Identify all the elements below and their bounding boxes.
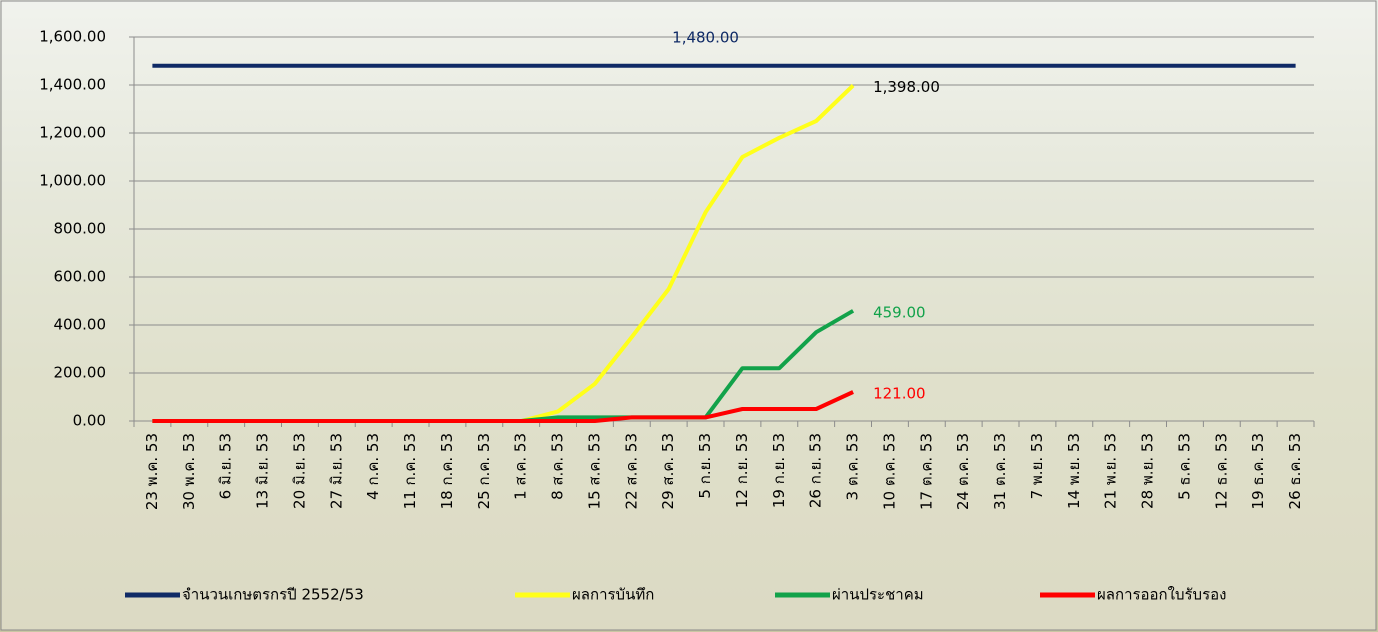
- x-tick-label: 15 ส.ค. 53: [585, 433, 603, 509]
- x-tick-label: 25 ก.ค. 53: [475, 433, 493, 509]
- x-tick-label: 6 มิ.ย. 53: [217, 433, 235, 499]
- x-tick-label: 10 ต.ค. 53: [880, 433, 898, 510]
- legend-label: ผ่านประชาคม: [832, 586, 924, 604]
- x-tick-label: 11 ก.ค. 53: [401, 433, 419, 509]
- x-tick-label: 3 ต.ค. 53: [844, 433, 862, 500]
- series-line: [152, 390, 854, 423]
- x-tick-label: 18 ก.ค. 53: [438, 433, 456, 509]
- x-tick-label: 4 ก.ค. 53: [364, 433, 382, 500]
- x-tick-label: 22 ส.ค. 53: [622, 433, 640, 509]
- x-tick-label: 23 พ.ค. 53: [143, 433, 161, 510]
- x-tick-label: 5 ก.ย. 53: [696, 433, 714, 499]
- data-label: 121.00: [873, 384, 926, 402]
- x-tick-label: 27 มิ.ย. 53: [327, 433, 345, 509]
- y-tick-label: 1,600.00: [39, 28, 106, 46]
- x-tick-label: 8 ส.ค. 53: [549, 433, 567, 500]
- legend-label: ผลการบันทึก: [572, 586, 654, 604]
- x-tick-label: 26 ก.ย. 53: [807, 433, 825, 508]
- y-tick-label: 800.00: [54, 220, 107, 238]
- x-tick-label: 14 พ.ย. 53: [1065, 433, 1083, 509]
- x-tick-label: 13 มิ.ย. 53: [254, 433, 272, 509]
- data-label: 459.00: [873, 303, 926, 321]
- y-tick-label: 200.00: [54, 364, 107, 382]
- x-tick-label: 31 ต.ค. 53: [991, 433, 1009, 510]
- y-tick-label: 0.00: [73, 412, 106, 430]
- x-tick-label: 19 ธ.ค. 53: [1249, 433, 1267, 509]
- x-tick-label: 7 พ.ย. 53: [1028, 433, 1046, 499]
- x-tick-label: 29 ส.ค. 53: [659, 433, 677, 509]
- x-tick-label: 21 พ.ย. 53: [1102, 433, 1120, 509]
- x-tick-label: 28 พ.ย. 53: [1139, 433, 1157, 509]
- x-tick-label: 17 ต.ค. 53: [917, 433, 935, 510]
- y-tick-label: 1,400.00: [39, 76, 106, 94]
- x-tick-label: 12 ธ.ค. 53: [1212, 433, 1230, 509]
- x-tick-label: 1 ส.ค. 53: [512, 433, 530, 500]
- x-tick-label: 30 พ.ค. 53: [180, 433, 198, 510]
- data-label: 1,398.00: [873, 78, 940, 96]
- x-tick-label: 19 ก.ย. 53: [770, 433, 788, 508]
- x-tick-label: 5 ธ.ค. 53: [1175, 433, 1193, 500]
- data-label: 1,480.00: [672, 28, 739, 46]
- x-tick-label: 26 ธ.ค. 53: [1286, 433, 1304, 509]
- y-tick-label: 1,000.00: [39, 172, 106, 190]
- y-tick-label: 400.00: [54, 316, 107, 334]
- legend-label: ผลการออกใบรับรอง: [1097, 586, 1226, 604]
- legend-label: จำนวนเกษตรกรปี 2552/53: [182, 586, 364, 604]
- x-tick-label: 20 มิ.ย. 53: [290, 433, 308, 509]
- y-tick-label: 1,200.00: [39, 124, 106, 142]
- x-tick-label: 12 ก.ย. 53: [733, 433, 751, 508]
- y-tick-label: 600.00: [54, 268, 107, 286]
- x-tick-label: 24 ต.ค. 53: [954, 433, 972, 510]
